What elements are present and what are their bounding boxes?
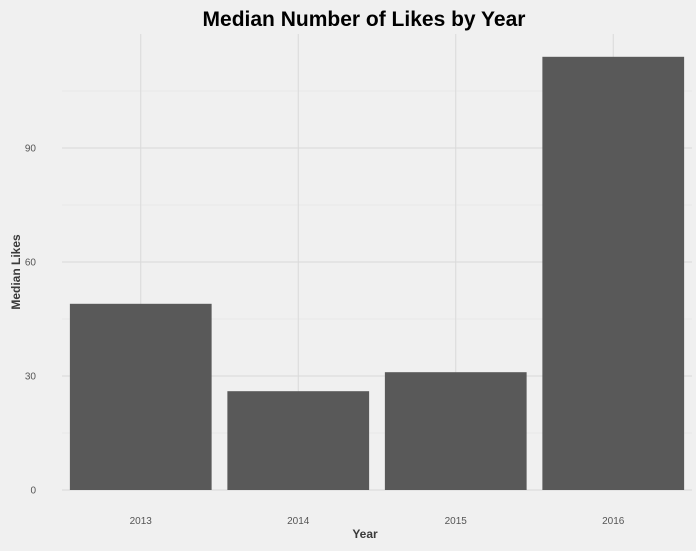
y-axis-tick-labels: 0 30 60 90 xyxy=(25,144,37,497)
x-tick-label: 2014 xyxy=(287,516,310,527)
y-tick-label: 90 xyxy=(25,144,37,155)
x-tick-label: 2016 xyxy=(602,516,625,527)
x-tick-label: 2015 xyxy=(445,516,468,527)
y-tick-label: 30 xyxy=(25,372,37,383)
y-tick-label: 0 xyxy=(30,486,36,497)
bar-2013 xyxy=(69,303,212,490)
bar-2016 xyxy=(542,56,685,491)
bars xyxy=(69,56,685,491)
chart-title: Median Number of Likes by Year xyxy=(203,8,526,31)
bar-2014 xyxy=(227,391,370,490)
x-axis-title: Year xyxy=(352,527,378,541)
bar-2015 xyxy=(384,372,527,490)
x-axis-tick-labels: 2013 2014 2015 2016 xyxy=(130,516,625,527)
y-axis-title: Median Likes xyxy=(9,234,23,310)
y-tick-label: 60 xyxy=(25,258,37,269)
x-tick-label: 2013 xyxy=(130,516,153,527)
